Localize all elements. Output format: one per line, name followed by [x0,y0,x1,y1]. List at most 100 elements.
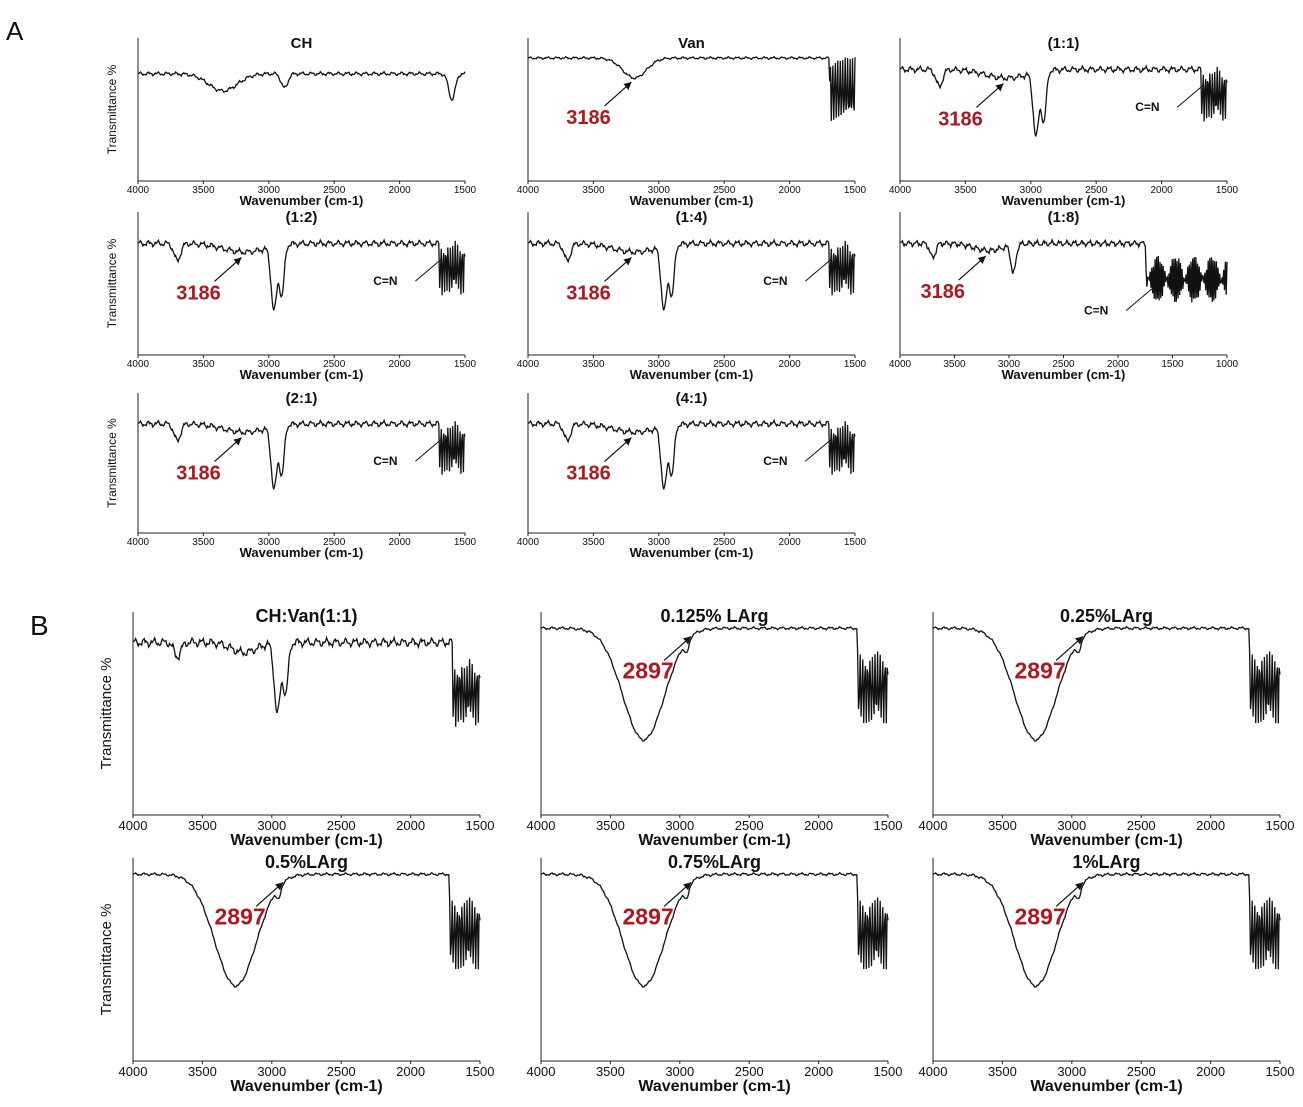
chart-11: 4000 3500 3000 2500 2000 1500 0.25%LArg Wavenum… [919,606,1295,849]
x-tick-label: 3500 [954,185,977,196]
x-axis-label: Wavenumber (cm-1) [240,367,364,382]
x-tick-label: 3500 [943,359,966,370]
x-tick-label: 3000 [257,1064,286,1079]
spectrum-line [527,418,856,490]
x-tick-label: 2000 [804,1064,833,1079]
cn-label: C=N [373,274,397,288]
x-tick-label: 2500 [323,359,346,370]
chart-5: 4000 3500 3000 2500 2000 1500 (1:4) Wavenumber … [517,209,867,382]
x-tick-label: 2000 [388,537,411,548]
peak-label: 3186 [938,108,983,130]
spectrum-line [137,70,466,102]
x-tick-label: 3000 [648,537,671,548]
x-axis-label: Wavenumber (cm-1) [630,193,754,208]
chart-3: 4000 3500 3000 2500 2000 1500 (1:1) Wavenumber … [889,35,1239,208]
peak-label: 3186 [176,463,221,485]
chart-8: 4000 3500 3000 2500 2000 1500 (4:1) Wavenumber … [517,390,867,560]
chart-title: 0.25%LArg [1060,606,1153,626]
x-tick-label: 3000 [1057,818,1086,833]
x-tick-label: 3500 [192,185,215,196]
spectrum-line [132,871,481,988]
chart-13: 4000 3500 3000 2500 2000 1500 0.75%LArg Wavenum… [527,852,903,1095]
x-tick-label: 4000 [127,537,150,548]
x-tick-label: 3000 [258,185,281,196]
x-tick-label: 2000 [1196,1064,1225,1079]
chart-title: 0.75%LArg [668,852,761,872]
x-tick-label: 1500 [874,818,903,833]
peak-arrowhead [1075,636,1084,645]
spectrum-line [527,55,856,122]
panel-label-a: A [6,16,24,46]
x-tick-label: 2000 [388,359,411,370]
spectrum-line [527,238,856,311]
y-axis-label: Transmittance % [98,904,115,1016]
cn-arrow [1177,84,1204,108]
x-tick-label: 4000 [919,818,948,833]
spectrum-line [932,625,1281,742]
cn-arrow [1125,288,1153,312]
x-tick-label: 4000 [889,359,912,370]
x-tick-label: 2500 [713,359,736,370]
peak-label: 3186 [176,282,221,304]
peak-label: 2897 [1015,657,1066,683]
cn-arrow [805,258,832,282]
x-tick-label: 4000 [119,818,148,833]
chart-title: 1%LArg [1072,852,1140,872]
cn-arrow [805,438,832,462]
x-tick-label: 3500 [596,818,625,833]
x-axis-label: Wavenumber (cm-1) [638,832,790,849]
x-axis-label: Wavenumber (cm-1) [638,1078,790,1095]
x-tick-label: 1500 [844,185,867,196]
x-tick-label: 4000 [527,1064,556,1079]
x-axis-label: Wavenumber (cm-1) [230,832,382,849]
panel-label-b: B [30,610,49,641]
x-tick-label: 1500 [1161,359,1184,370]
spectrum-line [132,635,481,727]
x-tick-label: 2000 [388,185,411,196]
x-tick-label: 4000 [127,359,150,370]
x-tick-label: 1000 [1216,359,1239,370]
x-tick-label: 2500 [1052,359,1075,370]
x-tick-label: 3500 [192,359,215,370]
x-tick-label: 4000 [517,359,540,370]
x-tick-label: 4000 [517,185,540,196]
x-tick-label: 2000 [396,1064,425,1079]
chart-2: 4000 3500 3000 2500 2000 1500 Van Wavenumber (c… [517,35,867,208]
x-axis-label: Wavenumber (cm-1) [240,545,364,560]
chart-title: (1:4) [676,209,708,226]
x-tick-label: 1500 [454,359,477,370]
x-axis-label: Wavenumber (cm-1) [1030,832,1182,849]
spectrum-line [137,238,466,311]
chart-title: (1:1) [1048,35,1080,52]
x-tick-label: 2000 [778,537,801,548]
x-tick-label: 4000 [919,1064,948,1079]
chart-title: (2:1) [286,390,318,407]
cn-label: C=N [1135,100,1159,114]
x-tick-label: 2000 [804,818,833,833]
x-tick-label: 3000 [648,185,671,196]
x-tick-label: 4000 [119,1064,148,1079]
x-tick-label: 4000 [517,537,540,548]
x-tick-label: 1500 [874,1064,903,1079]
peak-label: 2897 [215,903,266,929]
chart-4: 4000 3500 3000 2500 2000 1500 (1:2) Wavenumber … [105,209,477,382]
x-tick-label: 1500 [454,185,477,196]
y-axis-label: Transmittance % [105,418,119,508]
x-tick-label: 4000 [127,185,150,196]
x-tick-label: 2500 [713,537,736,548]
x-axis-label: Wavenumber (cm-1) [1030,1078,1182,1095]
x-tick-label: 3000 [665,818,694,833]
chart-9: 4000 3500 3000 2500 2000 1500 CH:Van(1:1) Waven… [98,606,494,849]
peak-arrowhead [623,257,632,266]
cn-label: C=N [763,274,787,288]
x-axis-label: Wavenumber (cm-1) [630,367,754,382]
x-axis-label: Wavenumber (cm-1) [1002,193,1126,208]
peak-label: 3186 [566,107,611,129]
x-tick-label: 3000 [665,1064,694,1079]
x-tick-label: 2500 [327,1064,356,1079]
x-tick-label: 2500 [323,537,346,548]
x-tick-label: 3500 [192,537,215,548]
x-tick-label: 1500 [466,818,495,833]
spectrum-line [932,871,1281,988]
